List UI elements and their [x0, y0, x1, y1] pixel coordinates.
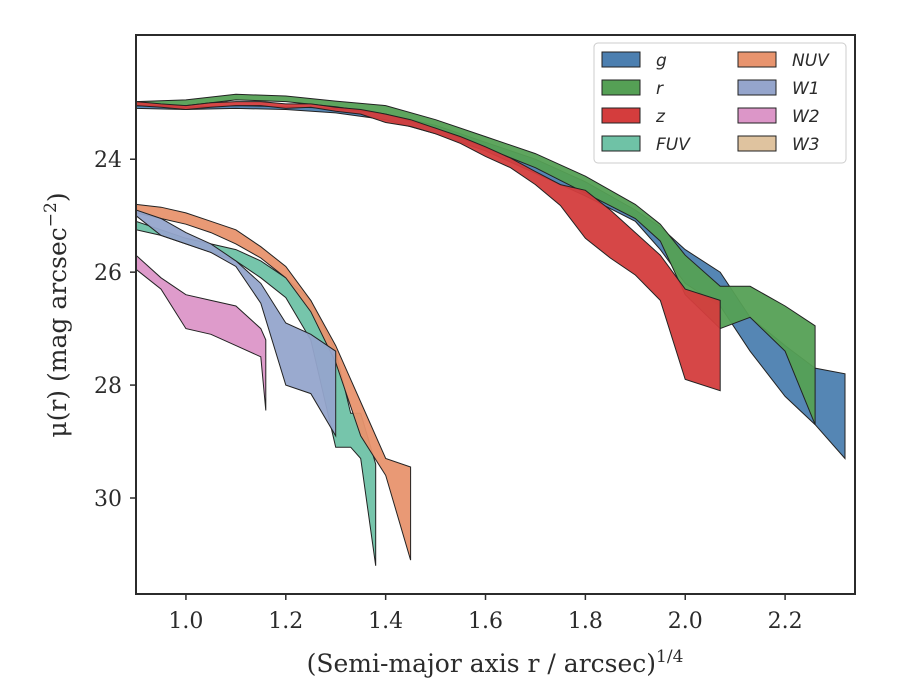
x-tick-label: 1.2	[268, 609, 303, 634]
y-axis-ticks: 24 26 28 30	[94, 148, 136, 512]
legend-label-fuv: FUV	[656, 135, 691, 155]
legend-swatch-nuv	[737, 51, 777, 68]
y-tick-label: 26	[94, 261, 122, 286]
legend-label-w3: W3	[792, 135, 820, 155]
series-band-w1	[136, 209, 337, 438]
x-tick-label: 1.4	[368, 609, 403, 634]
series-band-nuv	[136, 203, 412, 561]
legend-swatch-fuv	[601, 135, 641, 152]
x-tick-label: 2.0	[668, 609, 703, 634]
legend-frame	[593, 42, 847, 164]
legend: grz FUV NUV W1 W2 W3	[593, 42, 847, 164]
legend-label-z: z	[655, 107, 666, 127]
legend-label-w1: W1	[792, 79, 820, 99]
x-axis-ticks: 1.0 1.2 1.4 1.6 1.8 2.0 2.2	[168, 594, 803, 634]
y-tick-label: 30	[94, 487, 122, 512]
legend-label-g: g	[656, 51, 667, 71]
y-axis-title: μ(r) (mag arcsec−2)	[41, 192, 72, 437]
legend-swatch-r	[601, 79, 641, 96]
legend-swatch-z	[601, 107, 641, 124]
series-band-z	[136, 101, 721, 392]
y-tick-label: 24	[94, 148, 122, 173]
legend-label-w2: W2	[792, 107, 820, 127]
x-tick-label: 1.8	[568, 609, 603, 634]
legend-label-r: r	[656, 79, 664, 99]
x-tick-label: 1.6	[468, 609, 503, 634]
x-tick-label: 2.2	[768, 609, 803, 634]
legend-swatch-w3	[737, 135, 777, 152]
series-band-fuv	[136, 220, 377, 566]
legend-swatch-w1	[737, 79, 777, 96]
legend-label-nuv: NUV	[792, 51, 830, 71]
series-areas	[136, 93, 846, 566]
legend-swatch-g	[601, 51, 641, 68]
x-tick-label: 1.0	[168, 609, 203, 634]
y-tick-label: 28	[94, 374, 122, 399]
series-band-w2	[136, 254, 267, 411]
x-axis-title: (Semi-major axis r / arcsec)1/4	[307, 647, 684, 678]
plot-frame	[135, 34, 856, 595]
legend-swatch-w2	[737, 107, 777, 124]
